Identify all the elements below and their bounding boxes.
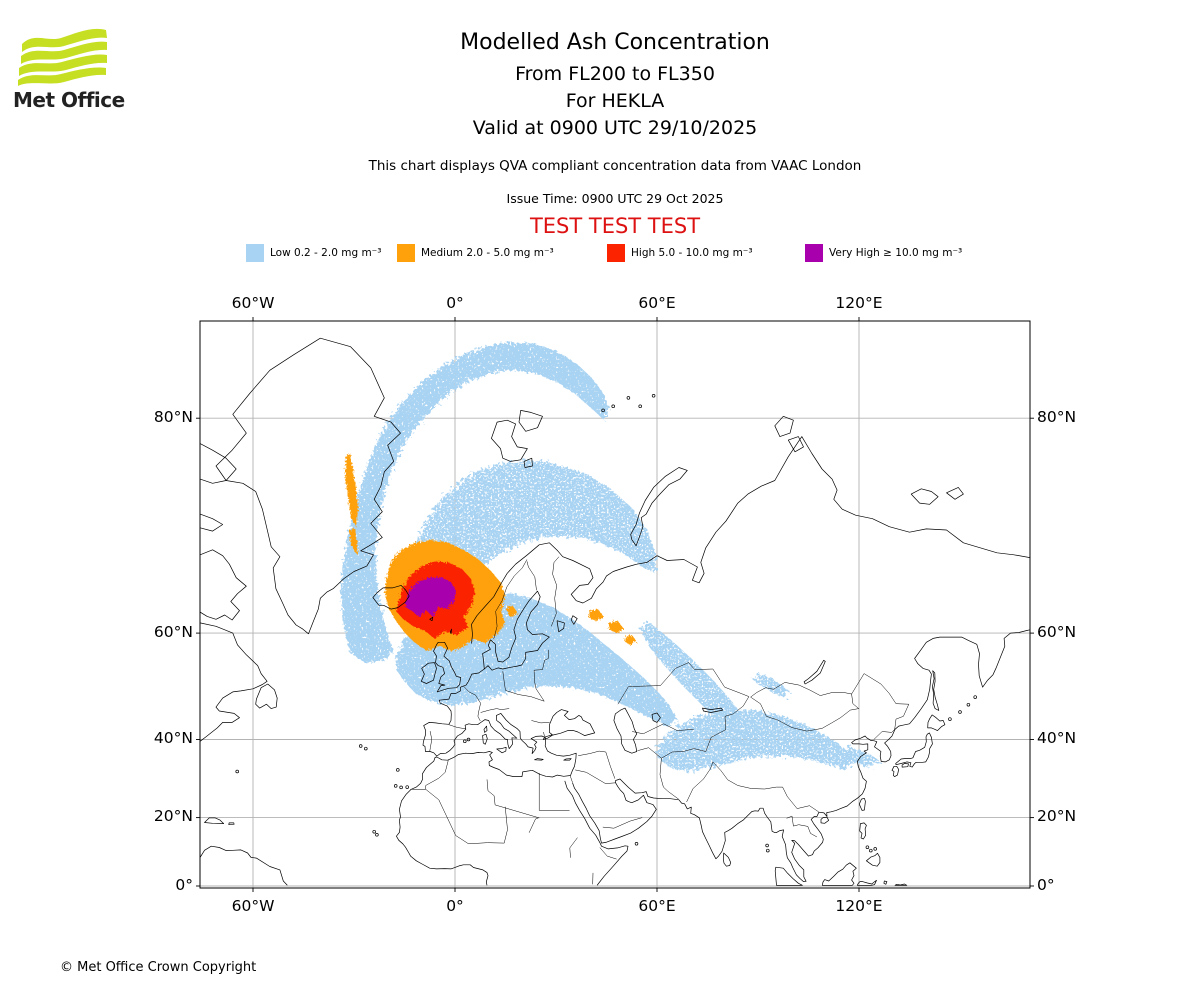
lon-tick-top: 60°W [231, 294, 275, 312]
legend-swatch [397, 244, 415, 262]
lon-tick-bottom: 60°E [638, 897, 676, 915]
lat-tick-right: 40°N [1037, 729, 1077, 747]
tick-marks [196, 317, 1034, 892]
ash-very-high-layer [405, 577, 456, 617]
lon-tick-top: 120°E [835, 294, 883, 312]
met-office-logo-text: Met Office [13, 88, 125, 112]
legend-swatch [607, 244, 625, 262]
copyright-text: © Met Office Crown Copyright [60, 960, 257, 975]
issue-time: Issue Time: 0900 UTC 29 Oct 2025 [506, 191, 724, 206]
legend-swatch [805, 244, 823, 262]
legend-swatch [246, 244, 264, 262]
map-frame [199, 320, 1031, 889]
lat-tick-left: 80°N [153, 408, 193, 426]
legend-label: High 5.0 - 10.0 mg m⁻³ [631, 247, 753, 259]
lat-tick-left: 0° [175, 876, 193, 894]
lat-tick-right: 0° [1037, 876, 1055, 894]
legend-label: Medium 2.0 - 5.0 mg m⁻³ [421, 247, 554, 259]
lon-tick-top: 0° [446, 294, 464, 312]
lon-tick-bottom: 0° [446, 897, 464, 915]
legend-label: Very High ≥ 10.0 mg m⁻³ [829, 247, 963, 259]
lat-tick-left: 20°N [153, 807, 193, 825]
lat-tick-right: 80°N [1037, 408, 1077, 426]
lon-tick-bottom: 60°W [231, 897, 275, 915]
page-title: Modelled Ash Concentration [460, 30, 770, 55]
lat-tick-left: 40°N [153, 729, 193, 747]
small-islands [235, 394, 977, 853]
lat-tick-left: 60°N [153, 623, 193, 641]
test-banner: TEST TEST TEST [529, 214, 701, 238]
graticule [200, 321, 1030, 888]
subtitle-flight-levels: From FL200 to FL350 [515, 63, 715, 85]
lon-tick-top: 60°E [638, 294, 676, 312]
qva-note: This chart displays QVA compliant concen… [368, 158, 862, 174]
subtitle-valid-time: Valid at 0900 UTC 29/10/2025 [472, 117, 758, 139]
lat-tick-right: 60°N [1037, 623, 1077, 641]
met-office-logo-icon [18, 28, 107, 86]
lon-tick-bottom: 120°E [835, 897, 883, 915]
legend-label: Low 0.2 - 2.0 mg m⁻³ [270, 247, 382, 259]
country-borders [410, 556, 910, 885]
lat-tick-right: 20°N [1037, 807, 1077, 825]
coastlines [200, 337, 1030, 886]
subtitle-volcano: For HEKLA [565, 90, 665, 112]
ash-concentration-map [196, 317, 1034, 892]
